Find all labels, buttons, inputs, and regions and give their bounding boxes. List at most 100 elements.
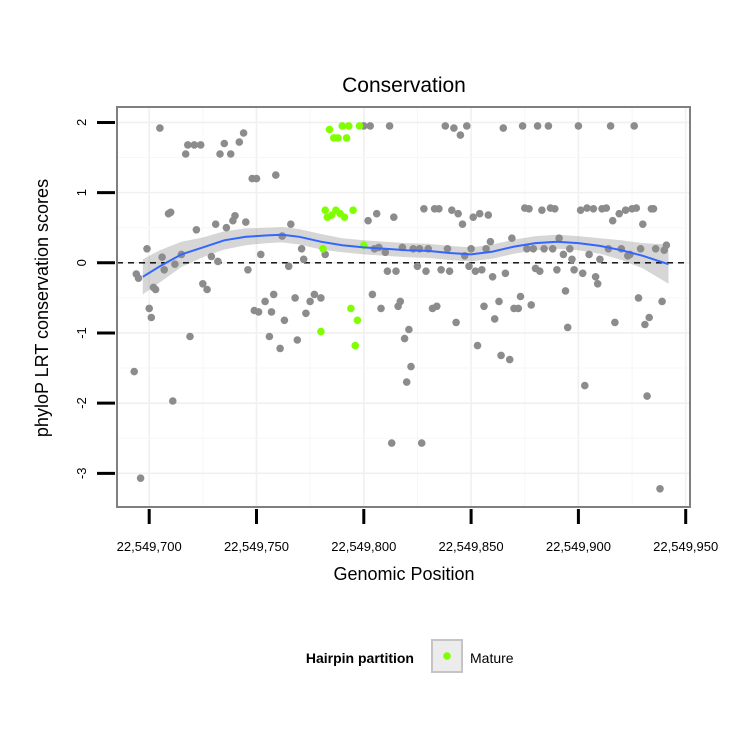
data-point bbox=[518, 122, 527, 130]
data-point bbox=[267, 308, 276, 316]
data-point bbox=[158, 253, 166, 261]
mature-point bbox=[319, 245, 327, 253]
data-point bbox=[186, 332, 194, 341]
data-point bbox=[497, 351, 505, 360]
data-point bbox=[589, 205, 598, 213]
data-point bbox=[585, 250, 593, 259]
data-point bbox=[287, 220, 295, 228]
data-point bbox=[402, 378, 411, 386]
data-point bbox=[527, 301, 535, 309]
mature-point bbox=[317, 327, 325, 336]
data-point bbox=[385, 122, 394, 130]
data-point bbox=[261, 297, 269, 306]
data-point bbox=[458, 220, 467, 228]
data-point bbox=[641, 320, 649, 329]
data-point bbox=[634, 294, 643, 302]
data-point bbox=[473, 341, 482, 350]
data-point bbox=[578, 269, 587, 278]
mature-point bbox=[355, 122, 364, 130]
data-point bbox=[632, 204, 641, 212]
data-point bbox=[467, 245, 475, 253]
data-point bbox=[568, 255, 576, 264]
data-point bbox=[593, 280, 602, 288]
data-point bbox=[417, 439, 426, 447]
mature-point bbox=[340, 213, 349, 221]
plot-panel bbox=[117, 107, 690, 507]
data-point bbox=[216, 150, 224, 158]
data-point bbox=[134, 274, 143, 283]
data-point bbox=[495, 297, 503, 306]
data-point bbox=[501, 269, 510, 278]
data-point bbox=[649, 205, 658, 213]
data-point bbox=[407, 362, 415, 371]
data-point bbox=[581, 381, 589, 390]
data-point bbox=[645, 313, 653, 322]
x-tick-label: 22,549,900 bbox=[546, 539, 611, 554]
data-point bbox=[478, 266, 486, 274]
data-point bbox=[422, 267, 430, 276]
data-point bbox=[651, 245, 660, 253]
data-point bbox=[639, 220, 647, 228]
data-point bbox=[621, 206, 630, 214]
data-point bbox=[463, 122, 471, 130]
data-point bbox=[147, 313, 156, 322]
data-point bbox=[143, 245, 151, 253]
data-point bbox=[293, 336, 302, 344]
x-tick-label: 22,549,950 bbox=[653, 539, 718, 554]
mature-point bbox=[351, 341, 360, 350]
data-point bbox=[480, 302, 488, 311]
data-point bbox=[561, 287, 570, 295]
data-point bbox=[151, 285, 160, 294]
data-point bbox=[297, 245, 306, 253]
data-point bbox=[235, 138, 244, 146]
data-point bbox=[630, 122, 638, 130]
data-point bbox=[196, 141, 205, 149]
data-point bbox=[606, 122, 615, 130]
data-point bbox=[413, 262, 422, 271]
x-axis-title: Genomic Position bbox=[333, 564, 474, 584]
data-point bbox=[310, 290, 319, 299]
legend: Hairpin partition Mature bbox=[306, 639, 514, 673]
mature-point bbox=[325, 125, 334, 134]
data-point bbox=[437, 266, 445, 274]
data-point bbox=[452, 318, 460, 327]
data-point bbox=[387, 439, 396, 447]
data-point bbox=[276, 344, 284, 353]
data-point bbox=[226, 150, 235, 158]
data-point bbox=[525, 205, 533, 213]
mature-point bbox=[353, 316, 362, 325]
data-point bbox=[171, 260, 179, 269]
data-point bbox=[222, 223, 231, 232]
data-point bbox=[166, 208, 175, 217]
data-point bbox=[381, 248, 390, 257]
data-point bbox=[611, 318, 619, 327]
data-point bbox=[254, 308, 263, 316]
data-point bbox=[551, 205, 559, 213]
mature-point bbox=[347, 304, 355, 313]
data-point bbox=[544, 122, 553, 130]
mature-point bbox=[349, 206, 357, 214]
panel-border bbox=[116, 106, 691, 508]
mature-point bbox=[321, 206, 330, 214]
data-point bbox=[490, 315, 499, 323]
data-point bbox=[553, 266, 561, 274]
data-point bbox=[538, 206, 546, 214]
data-point bbox=[454, 209, 463, 218]
y-tick-label: 2 bbox=[74, 119, 89, 126]
data-point bbox=[465, 262, 473, 271]
y-tick-label: 1 bbox=[74, 189, 89, 196]
data-point bbox=[488, 273, 497, 281]
data-point bbox=[265, 332, 274, 341]
y-tick-label: -2 bbox=[74, 397, 89, 409]
data-point bbox=[192, 226, 201, 234]
data-point bbox=[160, 266, 168, 274]
data-point bbox=[239, 129, 248, 137]
smooth-line-layer bbox=[142, 233, 669, 278]
chart-title: Conservation bbox=[342, 74, 466, 97]
mature-point bbox=[338, 122, 347, 130]
data-point bbox=[366, 122, 375, 130]
data-point bbox=[574, 122, 583, 130]
data-point bbox=[445, 267, 454, 276]
smooth-line bbox=[142, 233, 669, 278]
data-point bbox=[608, 216, 617, 225]
